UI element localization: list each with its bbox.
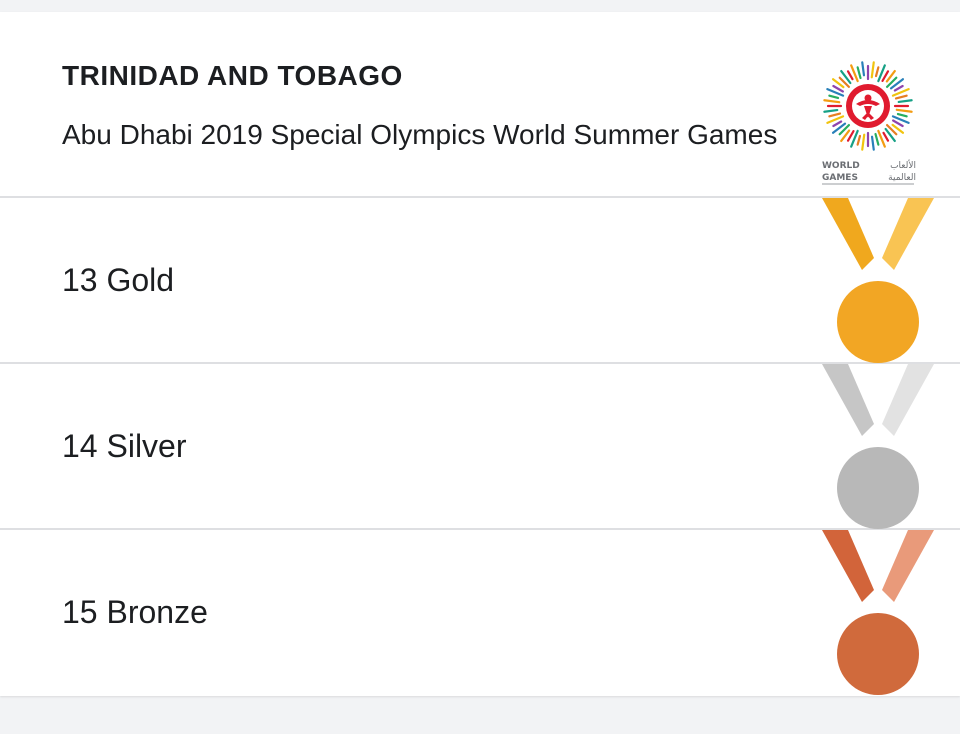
medal-row-silver: 14 Silver [0,364,960,530]
gold-medal-icon [822,198,934,363]
special-olympics-world-games-logo: WORLD GAMES الألعاب العالمية [822,61,916,185]
bronze-count-label: 15 Bronze [62,594,208,630]
logo-text-arabic-1: الألعاب [890,159,916,171]
medal-card: TRINIDAD AND TOBAGO Abu Dhabi 2019 Speci… [0,12,960,696]
logo-text-world: WORLD [822,161,860,171]
card-header: TRINIDAD AND TOBAGO Abu Dhabi 2019 Speci… [0,12,960,198]
logo-text-games: GAMES [822,173,858,183]
bronze-medal-icon [822,530,934,695]
country-title: TRINIDAD AND TOBAGO [62,60,403,91]
silver-count-label: 14 Silver [62,428,187,464]
event-name: Abu Dhabi 2019 Special Olympics World Su… [62,119,778,150]
logo-text-arabic-2: العالمية [888,173,916,183]
medal-row-gold: 13 Gold [0,198,960,364]
silver-medal-icon [822,364,934,529]
gold-count-label: 13 Gold [62,262,175,298]
medal-row-bronze: 15 Bronze [0,530,960,696]
